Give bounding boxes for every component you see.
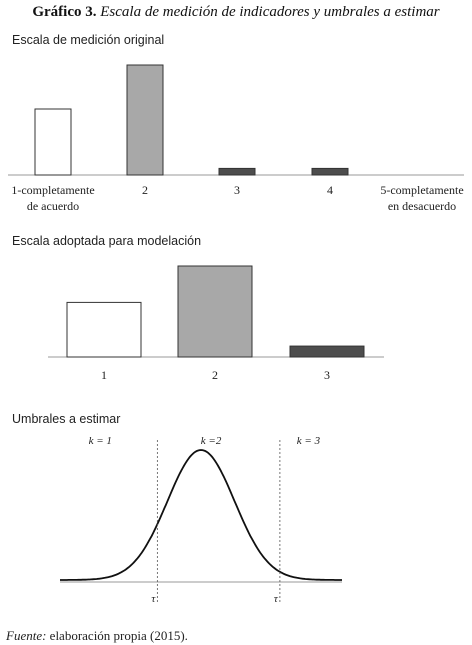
chart1-tick-label-1: 1-completamente	[11, 183, 94, 197]
chart2-tick-label-1: 1	[101, 368, 107, 382]
chart-original-scale: 1-completamente de acuerdo 2 3 4 5-completame…	[8, 64, 464, 213]
normal-curve	[60, 449, 342, 581]
chart1-tick-label-5: 5-completamente	[380, 183, 463, 197]
chart2-bar-2	[177, 265, 253, 358]
chart1-tick-label-3: 3	[234, 183, 240, 197]
source-label: Fuente:	[6, 628, 47, 643]
chart1-bar-2	[126, 64, 164, 176]
chart1-tick-label-5: en desacuerdo	[388, 199, 456, 213]
region-label-3: k = 3	[297, 435, 321, 447]
figure-title: Gráfico 3. Escala de medición de indicad…	[0, 4, 472, 21]
chart-adopted-scale: 1 2 3	[48, 265, 384, 382]
chart3-title: Umbrales a estimar	[12, 412, 121, 426]
chart2-bar-3	[289, 345, 365, 358]
chart1-title: Escala de medición original	[12, 33, 165, 47]
figure-caption: Escala de medición de indicadores y umbr…	[100, 4, 440, 20]
chart2-tick-label-3: 3	[324, 368, 330, 382]
chart2-bar-1	[66, 301, 142, 358]
figure-source: Fuente: elaboración propia (2015).	[6, 628, 188, 644]
chart1-bar-1	[34, 108, 72, 176]
chart2-tick-label-2: 2	[212, 368, 218, 382]
chart1-tick-label-2: 2	[142, 183, 148, 197]
region-label-2: k =2	[201, 435, 222, 447]
chart1-bar-4	[311, 167, 349, 176]
threshold-label-2: τ	[274, 593, 279, 605]
chart1-tick-label-4: 4	[327, 183, 333, 197]
source-text: elaboración propia (2015).	[46, 628, 188, 643]
chart2-title: Escala adoptada para modelación	[12, 234, 202, 248]
threshold-label-1: τ	[151, 593, 156, 605]
region-label-1: k = 1	[89, 435, 112, 447]
chart1-tick-label-1: de acuerdo	[27, 199, 79, 213]
chart1-bar-3	[218, 167, 256, 176]
figure-number: Gráfico 3.	[32, 4, 97, 20]
chart-thresholds: τi1τi2k = 1k =2k = 3	[60, 435, 342, 605]
